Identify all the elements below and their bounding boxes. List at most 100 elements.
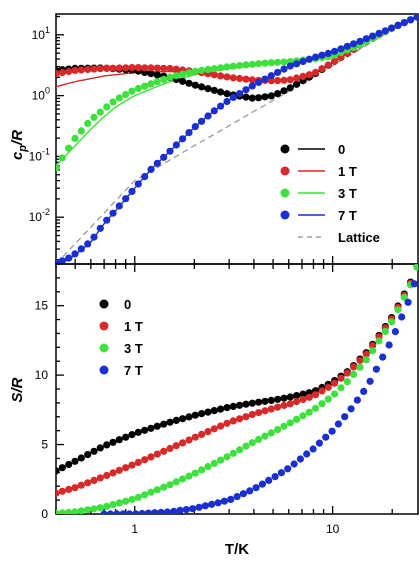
data-point xyxy=(122,433,130,441)
data-point xyxy=(90,113,98,121)
data-point xyxy=(153,486,161,494)
data-point xyxy=(96,224,104,232)
fit-line-0 xyxy=(56,16,417,100)
data-point xyxy=(153,450,161,458)
data-point xyxy=(284,465,292,473)
data-point xyxy=(255,409,263,417)
data-point xyxy=(141,173,149,181)
data-point xyxy=(56,467,60,475)
top-fit-curves xyxy=(56,16,417,264)
data-point xyxy=(115,94,123,102)
bottom-y-axis-title: S/R xyxy=(9,377,26,402)
legend-label: 0 xyxy=(124,297,131,312)
data-point xyxy=(324,61,332,69)
top-data-points xyxy=(56,14,418,264)
bottom-legend: 0 1 T 3 T 7 T xyxy=(99,297,143,378)
data-point xyxy=(204,85,212,93)
data-point xyxy=(100,510,108,514)
data-point xyxy=(166,147,174,155)
data-point xyxy=(375,337,383,345)
data-point xyxy=(179,415,187,423)
data-point xyxy=(223,63,231,71)
data-point xyxy=(172,442,180,450)
data-point xyxy=(324,49,332,58)
bottom-y-tick-label: 0 xyxy=(41,507,48,521)
data-point xyxy=(115,202,123,210)
data-point xyxy=(400,19,408,27)
data-point xyxy=(223,73,231,81)
data-point xyxy=(356,356,364,365)
data-point xyxy=(90,476,98,484)
data-point xyxy=(343,378,351,386)
data-point xyxy=(191,67,199,75)
data-point xyxy=(248,94,256,102)
data-point xyxy=(109,64,117,72)
data-point xyxy=(204,463,212,471)
data-point xyxy=(170,507,178,514)
data-point xyxy=(204,112,212,120)
data-point xyxy=(296,455,304,463)
data-point xyxy=(147,80,155,88)
data-point xyxy=(122,464,130,472)
data-point xyxy=(160,447,168,455)
data-point xyxy=(267,72,275,80)
data-point xyxy=(356,363,364,371)
data-point xyxy=(322,433,330,441)
data-point xyxy=(248,82,256,90)
data-point xyxy=(255,94,263,102)
data-point xyxy=(236,61,244,70)
data-point xyxy=(71,457,79,465)
data-point xyxy=(293,398,301,406)
data-point xyxy=(134,64,142,72)
data-point xyxy=(305,55,313,63)
data-point xyxy=(210,425,218,433)
legend-marker xyxy=(280,144,290,154)
data-point xyxy=(185,69,193,77)
data-point xyxy=(153,78,161,86)
data-point xyxy=(71,134,79,142)
data-point xyxy=(413,14,418,21)
data-point xyxy=(157,508,165,514)
data-point xyxy=(166,64,174,73)
data-point xyxy=(90,505,98,513)
data-point xyxy=(58,487,66,495)
top-plot-frame xyxy=(55,13,419,265)
data-point xyxy=(305,393,313,401)
data-point xyxy=(293,415,301,423)
data-point xyxy=(210,71,218,79)
data-point xyxy=(103,216,111,224)
data-point xyxy=(210,65,218,73)
data-point xyxy=(242,75,250,83)
data-point xyxy=(191,411,199,419)
data-point xyxy=(350,40,358,48)
data-point xyxy=(103,441,111,449)
data-point xyxy=(96,504,104,512)
data-point xyxy=(248,399,256,407)
data-point xyxy=(210,459,218,467)
data-point xyxy=(125,510,133,514)
data-point xyxy=(312,53,320,61)
data-point xyxy=(248,76,256,84)
data-point xyxy=(267,59,275,67)
data-point xyxy=(115,436,123,444)
data-point xyxy=(350,370,358,379)
data-point xyxy=(236,446,244,454)
data-point xyxy=(331,57,339,65)
data-point xyxy=(280,65,288,73)
data-point xyxy=(191,469,199,477)
x-tick-label: 1 xyxy=(131,522,138,536)
data-point xyxy=(217,456,225,464)
data-point xyxy=(404,298,412,306)
data-point xyxy=(267,92,275,100)
legend-marker xyxy=(280,166,290,176)
data-point xyxy=(318,51,326,59)
data-point xyxy=(236,90,244,98)
data-point xyxy=(141,426,149,434)
data-point xyxy=(299,395,307,404)
data-point xyxy=(388,24,396,32)
data-point xyxy=(242,400,250,408)
data-point xyxy=(286,393,294,401)
data-point xyxy=(372,365,380,373)
data-point xyxy=(77,481,85,489)
top-y-tick-label: 10-1 xyxy=(29,146,50,163)
